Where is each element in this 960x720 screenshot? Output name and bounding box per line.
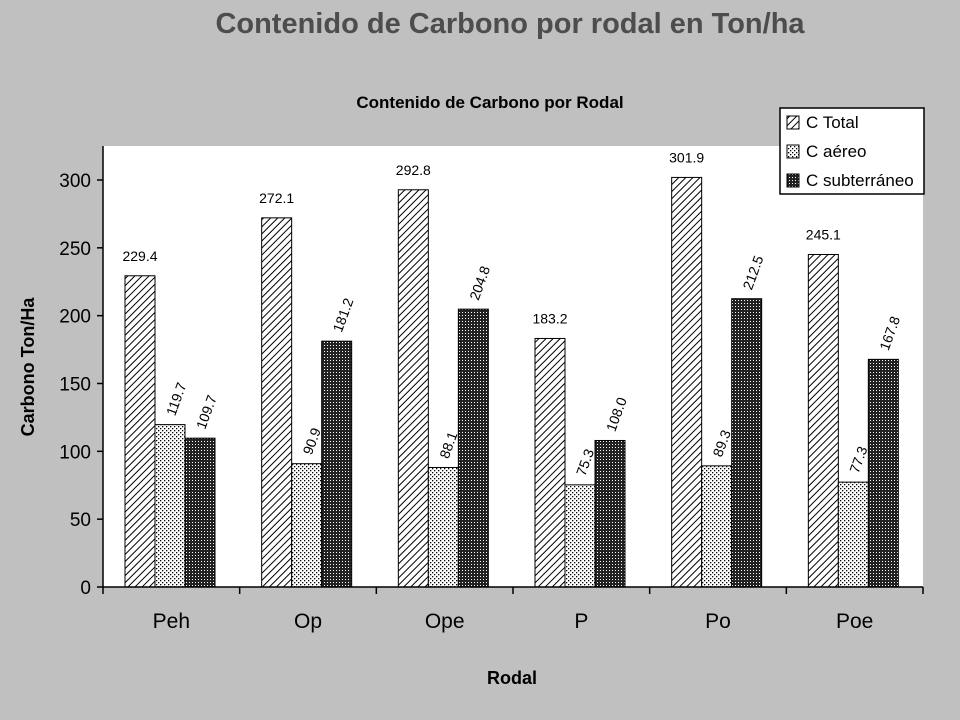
bar-c-subterraneo-p: [594, 439, 626, 588]
bar-c-subterraneo-poe: [867, 358, 899, 588]
x-axis-title: Rodal: [487, 668, 537, 688]
data-label-c-total: 229.4: [122, 248, 157, 264]
y-tick-label: 50: [70, 510, 91, 531]
y-tick-label: 100: [59, 442, 91, 463]
slide-title: Contenido de Carbono por rodal en Ton/ha: [215, 8, 805, 40]
x-tick-label: Poe: [836, 610, 873, 633]
x-tick-label: Ope: [425, 610, 465, 633]
legend-swatch-c-subterraneo: [786, 173, 800, 188]
bar-c-total-op: [261, 217, 293, 588]
data-label-c-total: 292.8: [396, 162, 431, 178]
bar-c-subterraneo-po: [731, 298, 763, 588]
plot-area: [103, 146, 923, 587]
y-tick-label: 150: [59, 375, 91, 396]
bar-c-total-p: [534, 337, 566, 588]
bar-c-aereo-p: [564, 484, 596, 588]
bar-c-total-peh: [124, 275, 156, 588]
y-tick-label: 0: [80, 578, 91, 599]
x-tick-label: P: [574, 610, 588, 633]
bar-c-subterraneo-op: [321, 340, 353, 588]
y-tick-label: 200: [59, 307, 91, 328]
data-label-c-total: 183.2: [532, 310, 567, 326]
x-tick-label: Po: [705, 610, 731, 633]
legend-label-c-total: C Total: [806, 113, 859, 132]
bar-c-aereo-poe: [837, 481, 869, 588]
bar-c-aereo-po: [701, 465, 733, 588]
legend-label-c-subterraneo: C subterráneo: [806, 171, 914, 190]
legend-swatch-c-total: [786, 115, 800, 130]
bar-c-total-poe: [807, 253, 839, 588]
y-tick-label: 300: [59, 171, 91, 192]
y-axis-title: Carbono Ton/Ha: [18, 297, 38, 437]
y-tick-label: 250: [59, 239, 91, 260]
bar-c-aereo-ope: [427, 466, 459, 588]
bar-c-aereo-peh: [154, 424, 186, 588]
data-label-c-total: 301.9: [669, 149, 704, 165]
data-label-c-total: 272.1: [259, 190, 294, 206]
bar-c-subterraneo-peh: [184, 437, 216, 588]
bar-c-total-ope: [397, 189, 429, 588]
chart-title: Contenido de Carbono por Rodal: [356, 93, 623, 112]
bar-c-total-po: [671, 176, 703, 588]
legend-box: [779, 107, 925, 195]
data-label-c-total: 245.1: [806, 226, 841, 242]
legend: C Total C aéreo C subterráneo: [779, 107, 925, 195]
legend-swatch-c-aereo: [786, 144, 800, 159]
bar-c-subterraneo-ope: [457, 308, 489, 588]
bar-c-aereo-op: [291, 463, 323, 588]
legend-label-c-aereo: C aéreo: [806, 142, 866, 161]
x-tick-label: Op: [294, 610, 322, 633]
x-tick-label: Peh: [153, 610, 190, 633]
